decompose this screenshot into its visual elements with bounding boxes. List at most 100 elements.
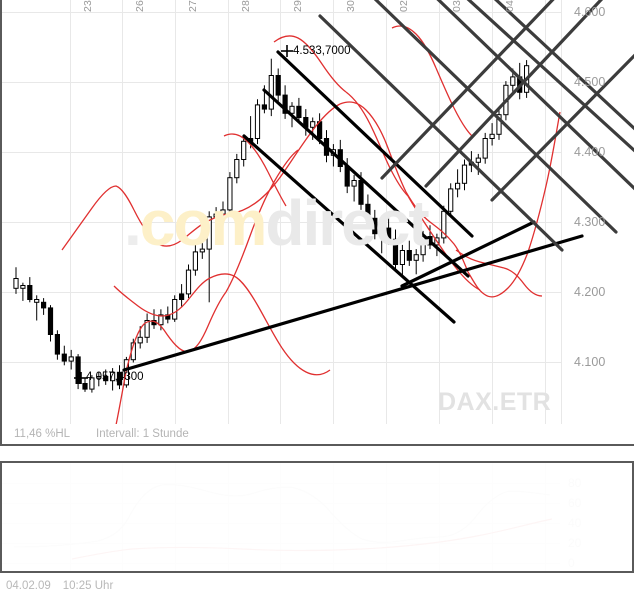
xtick-label-3: 28.01. bbox=[240, 0, 252, 12]
candle-body-down bbox=[61, 353, 67, 362]
candle-body-up bbox=[206, 216, 212, 250]
candle-body-up bbox=[34, 299, 40, 303]
candle-body-up bbox=[241, 140, 247, 161]
xtick-label-2: 27.01. bbox=[187, 0, 199, 12]
candle-body-up bbox=[110, 371, 116, 382]
candle-body-up bbox=[20, 285, 26, 289]
trend-channel-overlay bbox=[122, 50, 584, 372]
ytick-label-4400: 4.400 bbox=[574, 145, 606, 159]
candlestick-series bbox=[13, 58, 530, 393]
indicator-ytick-0: 0 bbox=[568, 556, 575, 570]
interval-label: Intervall: 1 Stunde bbox=[96, 428, 189, 440]
price-chart-svg bbox=[2, 0, 634, 424]
xtick-label-1: 26.01. bbox=[134, 0, 146, 12]
candle-body-up bbox=[482, 138, 488, 159]
candle-body-up bbox=[310, 121, 316, 128]
candle-body-up bbox=[379, 227, 385, 235]
candle-body-up bbox=[144, 320, 150, 338]
indicator-line-secondary bbox=[71, 518, 553, 560]
candle-body-up bbox=[461, 164, 468, 184]
indicator-svg bbox=[2, 463, 560, 571]
chart-status-bar: 11,46 %HL Intervall: 1 Stunde bbox=[4, 424, 634, 444]
candle-body-up bbox=[448, 188, 454, 212]
candle-body-down bbox=[54, 334, 60, 355]
candle-body-up bbox=[351, 180, 357, 187]
candle-body-up bbox=[289, 105, 295, 114]
candle-body-up bbox=[192, 251, 199, 271]
candle-body-up bbox=[89, 377, 95, 390]
candle-body-down bbox=[365, 203, 371, 219]
high-price-annotation: 4.533,7000 bbox=[293, 45, 351, 57]
candle-body-down bbox=[41, 301, 47, 309]
candle-body-up bbox=[455, 182, 461, 190]
candle-body-down bbox=[386, 227, 392, 240]
candle-body-up bbox=[489, 133, 495, 140]
xtick-label-8: 04.02. bbox=[504, 0, 516, 12]
candle-body-down bbox=[296, 105, 302, 119]
candle-body-down bbox=[27, 285, 33, 300]
price-chart-panel[interactable]: 23.01. 26.01. 27.01. 28.01. 29.01. 30.01… bbox=[0, 0, 634, 446]
grid-lines bbox=[2, 0, 562, 424]
indicator-panel[interactable]: 80 60 40 20 0 bbox=[0, 461, 634, 573]
xtick-label-0: 23.01. bbox=[82, 0, 94, 12]
candle-body-up bbox=[510, 76, 516, 86]
candle-body-down bbox=[358, 180, 364, 205]
candle-body-up bbox=[199, 248, 205, 253]
xtick-label-6: 02.02. bbox=[398, 0, 410, 12]
candle-body-down bbox=[372, 217, 378, 235]
candle-body-up bbox=[68, 356, 74, 362]
candle-body-up bbox=[13, 278, 19, 289]
indicator-grid bbox=[2, 463, 560, 571]
candle-body-down bbox=[116, 371, 123, 386]
ytick-label-4100: 4.100 bbox=[574, 355, 606, 369]
candle-body-down bbox=[75, 356, 81, 384]
candle-body-down bbox=[275, 75, 281, 96]
candle-body-up bbox=[158, 314, 164, 326]
candle-body-down bbox=[406, 250, 412, 261]
candle-body-down bbox=[392, 238, 399, 266]
xtick-label-5: 30.01. bbox=[345, 0, 357, 12]
candle-body-down bbox=[103, 376, 109, 382]
indicator-plot-area[interactable]: 80 60 40 20 0 bbox=[2, 463, 632, 571]
ytick-label-4300: 4.300 bbox=[574, 215, 606, 229]
candle-body-up bbox=[399, 250, 405, 265]
xtick-label-4: 29.01. bbox=[292, 0, 304, 12]
candle-body-up bbox=[185, 269, 192, 295]
annotation-ticks bbox=[74, 45, 293, 384]
indicator-ytick-40: 40 bbox=[568, 516, 582, 530]
candle-body-up bbox=[172, 299, 178, 320]
candle-body-up bbox=[137, 336, 143, 344]
candle-body-up bbox=[475, 157, 481, 163]
candle-body-up bbox=[227, 177, 233, 211]
low-price-annotation: 4.057,4300 bbox=[86, 371, 144, 383]
candle-body-down bbox=[47, 307, 54, 335]
indicator-ytick-80: 80 bbox=[568, 476, 582, 490]
candle-body-up bbox=[234, 159, 240, 179]
hl-range-label: 11,46 %HL bbox=[14, 428, 71, 440]
fan-lines-overlay bbox=[318, 0, 634, 252]
indicator-ytick-60: 60 bbox=[568, 496, 582, 510]
candle-body-down bbox=[344, 166, 350, 187]
footer-bar: 04.02.09 10:25 Uhr bbox=[0, 575, 634, 597]
candle-body-down bbox=[282, 94, 288, 114]
ytick-label-4600: 4.600 bbox=[574, 5, 606, 19]
moving-average-overlay bbox=[61, 25, 561, 424]
ytick-label-4500: 4.500 bbox=[574, 75, 606, 89]
candle-body-up bbox=[420, 236, 426, 256]
footer-date: 04.02.09 bbox=[6, 580, 51, 592]
candle-body-up bbox=[96, 376, 102, 379]
candle-body-up bbox=[268, 75, 274, 110]
footer-time: 10:25 Uhr bbox=[62, 580, 114, 592]
candle-body-up bbox=[254, 104, 261, 139]
xtick-label-7: 03.02. bbox=[451, 0, 463, 12]
indicator-line bbox=[13, 484, 551, 548]
price-plot-area[interactable]: 23.01. 26.01. 27.01. 28.01. 29.01. 30.01… bbox=[2, 0, 634, 424]
candle-body-up bbox=[413, 254, 419, 261]
candle-body-down bbox=[261, 104, 267, 110]
indicator-ytick-20: 20 bbox=[568, 536, 582, 550]
candle-body-down bbox=[179, 293, 185, 300]
ytick-label-4200: 4.200 bbox=[574, 285, 606, 299]
candle-body-down bbox=[82, 383, 88, 390]
candle-body-up bbox=[220, 209, 226, 215]
